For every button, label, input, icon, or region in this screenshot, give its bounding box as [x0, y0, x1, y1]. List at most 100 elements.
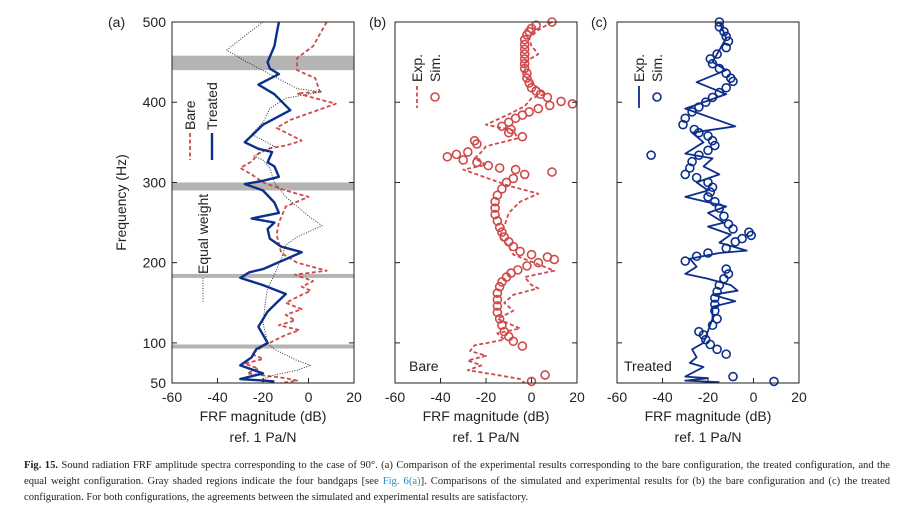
sim-marker [508, 336, 519, 347]
x-tick-label: 0 [305, 389, 313, 405]
legend-exp-label: Exp. [409, 54, 425, 82]
sim-marker [712, 49, 722, 59]
sim-marker [490, 209, 500, 220]
sim-marker [490, 196, 500, 207]
sim-marker [519, 39, 530, 50]
sim-marker [721, 243, 732, 254]
caption-figure-link[interactable]: Fig. 6(a) [382, 476, 421, 487]
sim-marker [728, 371, 738, 382]
sim-marker [503, 127, 514, 138]
sim-marker [721, 82, 732, 93]
sim-marker [728, 224, 738, 234]
caption-text-1: Sound radiation FRF amplitude spectra co… [24, 460, 890, 487]
x-tick-label: -40 [430, 389, 450, 405]
panel-b: -60 -40 -20 0 20 FRF magnitude (dB) ref. 1 Pa/… [369, 14, 585, 445]
sim-marker [714, 203, 725, 213]
x-axis-label: FRF magnitude (dB) [200, 408, 327, 424]
sim-marker [703, 248, 713, 258]
sim-marker [451, 149, 462, 160]
bandgap-band [172, 182, 354, 191]
legend-exp-label: Exp. [631, 54, 647, 82]
sim-marker [542, 92, 553, 103]
panel-configuration-label: Bare [409, 358, 439, 374]
sim-marker [526, 249, 537, 260]
sim-marker [687, 156, 697, 167]
bandgap-band [172, 55, 354, 71]
legend-sim-label: Sim. [649, 54, 665, 82]
sim-marker [707, 92, 718, 103]
sim-marker [703, 177, 713, 188]
sim-marker [723, 36, 734, 47]
sim-marker [497, 277, 507, 287]
sim-marker [769, 376, 779, 387]
sim-marker [494, 281, 505, 292]
sim-marker [533, 103, 544, 114]
sim-marker [524, 78, 535, 88]
panel-configuration-label: Treated [624, 358, 672, 374]
x-axis-label: FRF magnitude (dB) [423, 408, 550, 424]
sim-marker [710, 196, 720, 207]
sim-marker [719, 26, 729, 37]
sim-marker [494, 222, 505, 233]
sim-marker [684, 163, 695, 173]
figure-caption: Fig. 15. Sound radiation FRF amplitude s… [24, 458, 890, 506]
x-tick-label: -20 [698, 389, 718, 405]
sim-marker [680, 169, 691, 180]
x-tick-label: -20 [476, 389, 496, 405]
sim-marker [492, 288, 503, 298]
sim-marker [458, 155, 469, 165]
sim-marker [680, 113, 691, 124]
sim-marker [549, 254, 560, 265]
sim-marker [522, 68, 532, 79]
sim-marker [519, 44, 530, 55]
legend-bare-label: Bare [182, 100, 198, 130]
x-tick-label: -40 [652, 389, 672, 405]
sim-marker [705, 54, 716, 64]
sim-marker [707, 58, 718, 69]
sim-marker [730, 237, 741, 247]
panel-label: (b) [369, 14, 386, 30]
x-tick-label: 0 [528, 389, 536, 405]
sim-marker [499, 232, 510, 242]
series-exp [684, 21, 748, 384]
sim-marker [497, 227, 507, 237]
y-tick-label: 500 [143, 14, 167, 30]
series-exp [462, 21, 556, 384]
sim-marker [710, 299, 720, 310]
legend-treated-label: Treated [204, 82, 220, 130]
sim-marker [714, 87, 725, 98]
sim-marker [703, 145, 713, 156]
sim-marker [494, 163, 505, 173]
series-bare [239, 21, 337, 384]
sim-marker [492, 294, 503, 305]
sim-marker [492, 190, 503, 201]
sim-marker [705, 187, 716, 197]
sim-marker [714, 280, 725, 290]
sim-marker [508, 173, 519, 184]
sim-marker [712, 344, 722, 355]
caption-figure-label: Fig. 15. [24, 460, 59, 471]
y-tick-label: 200 [143, 255, 167, 271]
x-axis-unit-label: ref. 1 Pa/N [230, 429, 297, 445]
y-tick-label: 100 [143, 335, 167, 351]
sim-marker [710, 140, 720, 151]
sim-marker [510, 164, 521, 175]
bandgap-band [172, 273, 354, 278]
sim-marker [510, 113, 521, 124]
sim-marker [442, 151, 453, 162]
sim-marker [522, 73, 532, 83]
sim-marker [680, 256, 691, 266]
sim-marker [522, 261, 532, 271]
sim-marker [503, 237, 514, 247]
sim-marker [519, 34, 530, 45]
sim-marker [492, 301, 503, 311]
sim-marker [646, 150, 656, 160]
sim-marker [497, 320, 507, 331]
sim-marker [691, 172, 702, 183]
sim-marker [694, 127, 704, 138]
sim-marker [567, 99, 578, 109]
x-tick-label: 0 [750, 389, 758, 405]
sim-marker [723, 219, 734, 229]
sim-marker [497, 121, 507, 132]
sim-marker [492, 216, 503, 226]
